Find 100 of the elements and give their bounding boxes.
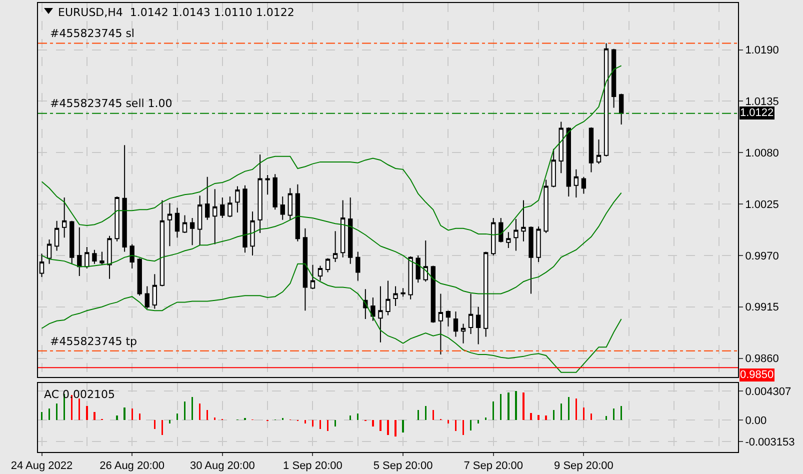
candlestick — [574, 168, 579, 198]
candlestick — [408, 256, 413, 300]
candlestick — [160, 200, 165, 287]
x-tick-label: 1 Sep 20:00 — [283, 460, 342, 472]
line-series — [41, 263, 622, 373]
candlestick — [611, 48, 616, 108]
candlestick — [54, 220, 60, 252]
candlestick — [604, 42, 609, 157]
candlestick — [498, 218, 504, 243]
candlestick — [544, 179, 548, 234]
candlestick — [596, 139, 602, 164]
line-series — [41, 192, 622, 294]
candlestick — [228, 196, 232, 218]
ref-line-label: #455823745 sell 1.00 — [50, 97, 172, 110]
y-tick-label: 1.0190 — [745, 44, 779, 57]
candlestick — [130, 244, 134, 270]
candlestick — [205, 176, 210, 220]
candlestick — [484, 251, 488, 338]
candlestick — [438, 293, 444, 356]
y-tick-label: 1.0025 — [745, 198, 779, 211]
candlestick — [460, 323, 466, 344]
y-tick-label: 1.0080 — [745, 147, 779, 160]
candlestick — [528, 226, 534, 294]
candlestick — [551, 148, 556, 188]
ref-line-label: #455823745 tp — [50, 335, 138, 348]
candlestick — [62, 196, 67, 238]
candlestick — [423, 240, 428, 282]
candlestick — [242, 184, 248, 254]
x-tick-label: 24 Aug 2022 — [10, 460, 73, 472]
candlestick — [356, 251, 360, 282]
candlestick — [167, 202, 172, 247]
candlestick — [310, 264, 316, 290]
candlestick — [70, 220, 74, 264]
candlestick — [144, 286, 150, 310]
candlestick — [258, 154, 262, 234]
candlestick — [491, 218, 496, 256]
candlestick — [122, 144, 127, 252]
candlestick — [506, 232, 511, 248]
chart-title: EURUSD,H4 1.0142 1.0143 1.0110 1.0122 — [58, 6, 294, 19]
y-tick-label: 0.00 — [745, 415, 767, 428]
candlestick — [288, 188, 292, 220]
y-tick-label: 0.004307 — [745, 386, 792, 398]
candlestick — [536, 226, 541, 262]
candlestick — [107, 235, 112, 280]
y-tick-label: 0.9970 — [745, 250, 779, 262]
candlestick — [182, 214, 188, 234]
y-tick-label: 0.9915 — [745, 302, 779, 314]
candlestick — [430, 265, 436, 324]
candlestick — [100, 251, 104, 266]
candlestick — [348, 196, 353, 264]
y-tick-label: 0.9860 — [745, 353, 779, 366]
candlestick — [588, 126, 594, 173]
candlestick — [566, 126, 571, 198]
x-tick-label: 30 Aug 20:00 — [190, 460, 255, 472]
annotation: 1.0122 — [740, 107, 774, 119]
candlestick — [618, 93, 624, 126]
candlestick — [212, 188, 218, 245]
y-tick-label: -0.003153 — [745, 436, 795, 448]
candlestick — [137, 258, 142, 296]
candlestick — [476, 306, 481, 345]
candlestick — [265, 174, 270, 196]
ref-line-label: #455823745 sl — [50, 27, 134, 40]
candlestick — [446, 310, 451, 328]
x-tick-label: 9 Sep 20:00 — [554, 460, 614, 472]
x-tick-label: 26 Aug 20:00 — [100, 460, 165, 472]
candlestick — [280, 196, 285, 220]
candlestick — [581, 176, 586, 194]
candlestick — [514, 218, 518, 252]
candlestick — [370, 297, 376, 322]
candlestick — [235, 186, 240, 213]
candlestick — [174, 207, 180, 238]
candlestick — [302, 228, 308, 312]
candlestick — [400, 288, 406, 298]
candlestick — [558, 121, 564, 174]
candlestick — [46, 239, 52, 264]
candlestick — [114, 196, 120, 242]
candlestick — [295, 184, 300, 242]
candlestick — [190, 218, 195, 246]
candlestick — [197, 195, 202, 246]
candlestick — [272, 174, 278, 210]
candlestick — [416, 254, 420, 284]
candlestick — [340, 200, 346, 258]
candlestick — [386, 280, 390, 316]
candlestick — [468, 293, 474, 334]
text: AC 0.002105 — [44, 388, 115, 401]
candlestick — [318, 265, 323, 282]
x-tick-label: 5 Sep 20:00 — [373, 460, 433, 472]
candlestick — [453, 311, 458, 338]
candlestick — [220, 196, 225, 219]
candlestick — [77, 226, 82, 277]
candlestick — [84, 246, 90, 270]
candlestick — [152, 274, 158, 310]
y-tick-label: 1.0135 — [745, 96, 779, 108]
x-tick-label: 7 Sep 20:00 — [464, 460, 524, 472]
candlestick — [393, 286, 398, 306]
candlestick — [325, 258, 330, 273]
candlestick — [92, 249, 97, 264]
ref-line-label: 0.9850 — [740, 369, 774, 381]
candlestick — [378, 286, 383, 343]
candlestick — [521, 200, 526, 242]
